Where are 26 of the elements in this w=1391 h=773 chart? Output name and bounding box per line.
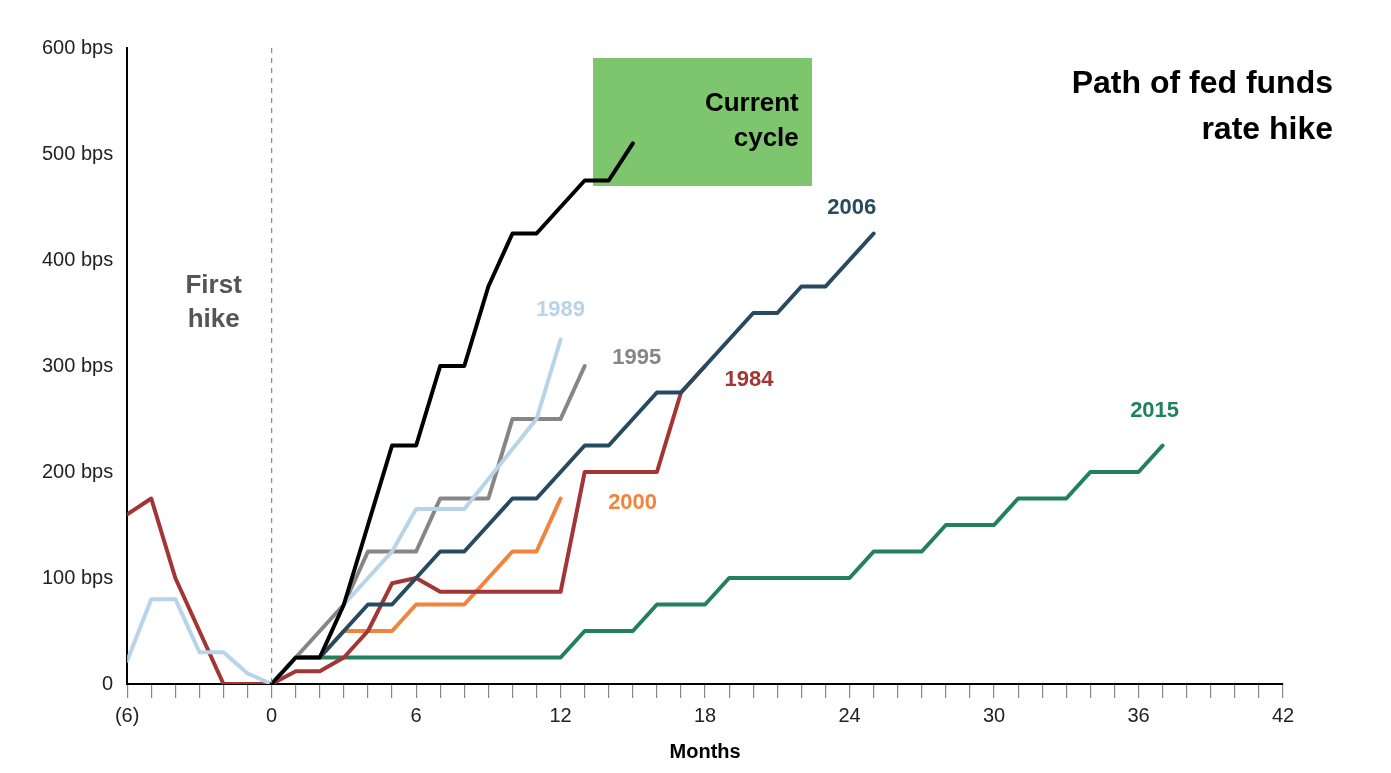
x-tick-label: 12 [549,703,572,726]
text: Path of fed funds rate hike [1071,63,1333,146]
series-label: 2006 [827,193,877,219]
y-tick-label: 400 bps [42,247,114,270]
series-label: 1989 [536,295,586,321]
series-label: 1984 [724,366,775,392]
y-tick-label: 0 [102,671,114,694]
text: Current cycle [704,87,800,153]
series-label: 1995 [612,344,662,370]
x-tick-label: 24 [838,703,861,726]
text: 2000 [608,488,658,514]
x-tick-label: 18 [693,703,717,726]
x-tick-label: 42 [1271,703,1295,726]
x-tick-label: (6) [114,703,140,726]
y-tick-label: 100 bps [42,565,114,588]
x-tick-label: 30 [982,703,1006,726]
y-tick-label: 500 bps [42,141,114,164]
y-tick-label: 200 bps [42,459,114,482]
series-label: 2015 [1130,396,1180,422]
x-tick-label: 6 [410,703,422,726]
x-tick-label: 0 [266,703,278,726]
y-tick-label: 300 bps [42,353,114,376]
y-tick-label: 600 bps [42,35,114,58]
x-axis-title: Months [669,739,741,762]
x-tick-label: 36 [1127,703,1150,726]
ref-line-label: First hike [185,268,243,333]
